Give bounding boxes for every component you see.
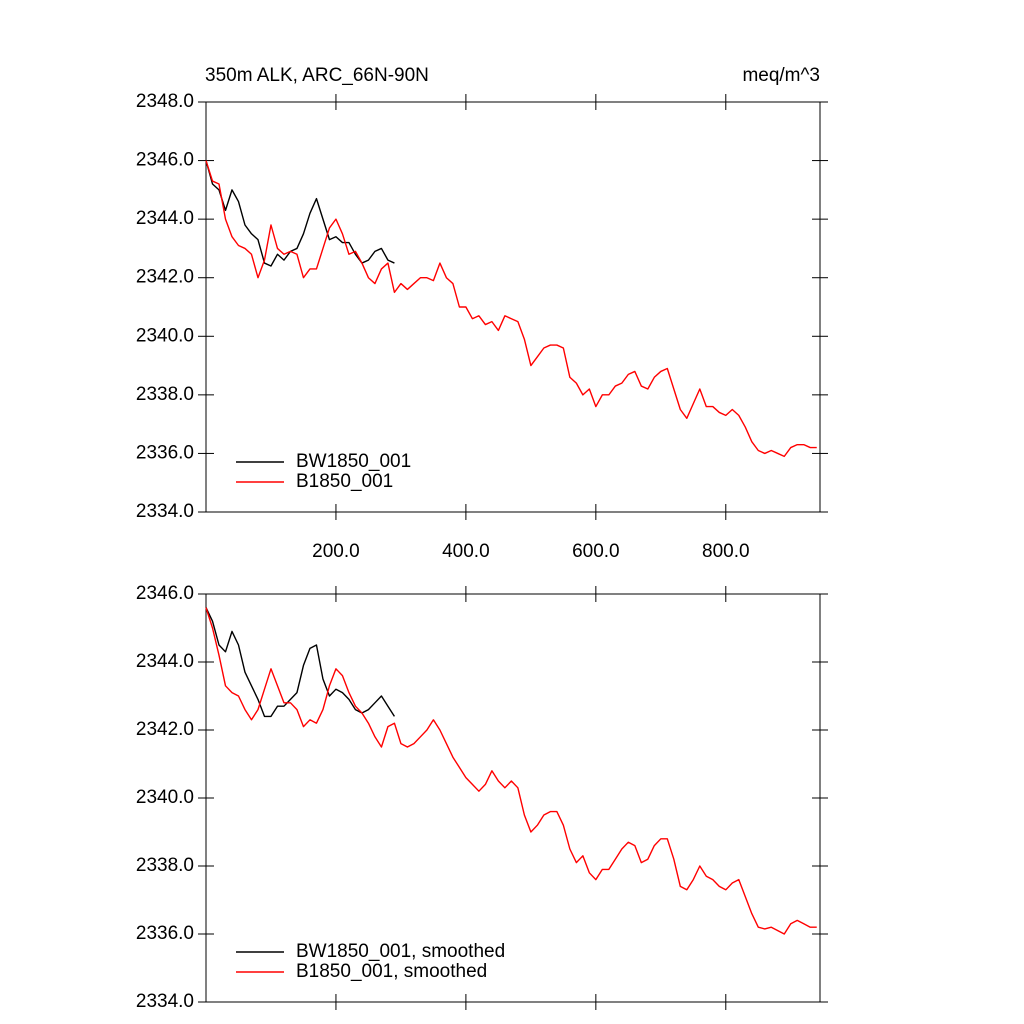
legend-label: B1850_001, smoothed <box>296 961 487 982</box>
y-tick-label: 2344.0 <box>136 208 194 229</box>
y-tick-label: 2340.0 <box>136 787 194 808</box>
x-tick-label: 800.0 <box>702 541 750 562</box>
series-line <box>205 607 817 935</box>
y-tick-label: 2342.0 <box>136 267 194 288</box>
x-tick-label: 200.0 <box>312 541 360 562</box>
series-line <box>205 160 395 267</box>
series-line <box>205 160 817 458</box>
y-tick-label: 2338.0 <box>136 855 194 876</box>
plot-frame <box>205 101 821 513</box>
series-line <box>205 607 396 718</box>
y-tick-label: 2334.0 <box>136 501 194 522</box>
y-tick-label: 2336.0 <box>136 923 194 944</box>
legend-label: B1850_001 <box>296 471 393 492</box>
y-tick-label: 2334.0 <box>136 991 194 1012</box>
x-tick-label: 600.0 <box>572 541 620 562</box>
y-tick-label: 2346.0 <box>136 150 194 171</box>
y-tick-label: 2346.0 <box>136 583 194 604</box>
legend-label: BW1850_001 <box>296 451 411 472</box>
y-tick-label: 2336.0 <box>136 442 194 463</box>
y-tick-label: 2348.0 <box>136 91 194 112</box>
y-tick-label: 2342.0 <box>136 719 194 740</box>
y-tick-label: 2340.0 <box>136 325 194 346</box>
chart-title: 350m ALK, ARC_66N-90N <box>205 65 429 86</box>
y-tick-label: 2338.0 <box>136 384 194 405</box>
y-tick-label: 2344.0 <box>136 651 194 672</box>
legend-label: BW1850_001, smoothed <box>296 941 505 962</box>
units-label: meq/m^3 <box>742 65 820 86</box>
x-tick-label: 400.0 <box>442 541 490 562</box>
